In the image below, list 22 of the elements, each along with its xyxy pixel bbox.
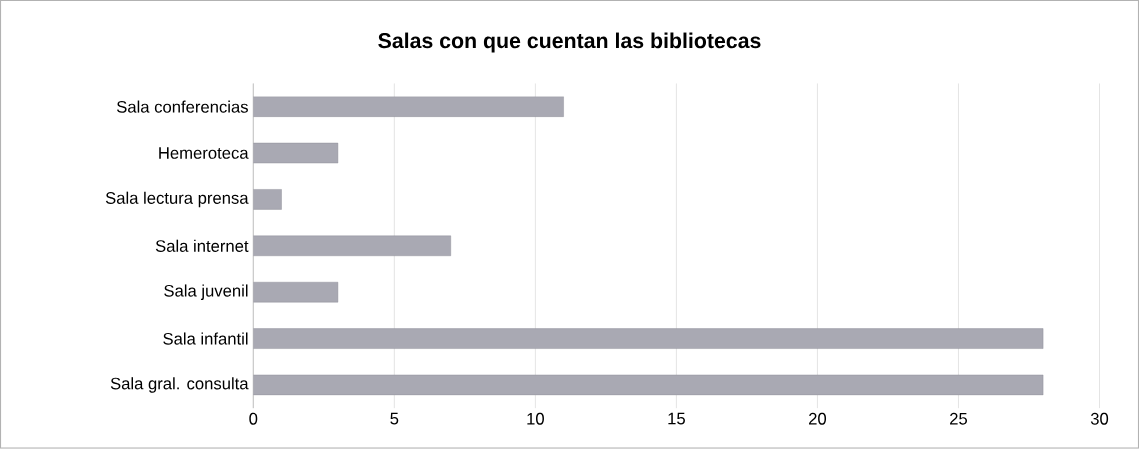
bar (253, 328, 1044, 349)
bar (253, 282, 339, 303)
bar (253, 143, 339, 164)
y-tick-label: Sala internet (155, 239, 249, 253)
x-tick-label: 20 (809, 413, 827, 425)
chart-title: Salas con que cuentan las bibliotecas (378, 32, 761, 53)
bar (253, 235, 451, 257)
bar (253, 374, 1044, 396)
y-tick-label: Sala gral. consulta (110, 377, 249, 393)
bar (253, 189, 282, 210)
y-tick-label: Sala lectura prensa (105, 191, 249, 208)
x-tick-label: 5 (390, 413, 399, 425)
y-tick-label: Hemeroteca (159, 147, 249, 160)
bar (253, 96, 564, 118)
x-tick-label: 10 (527, 413, 544, 425)
x-tick-label: 0 (249, 413, 258, 425)
y-tick-label: Sala juvenil (164, 284, 248, 301)
x-tick-label: 15 (668, 413, 685, 425)
y-tick-label: Sala infantil (163, 332, 248, 345)
x-tick-label: 30 (1090, 413, 1109, 425)
y-tick-label: Sala conferencias (116, 100, 248, 113)
x-tick-label: 25 (950, 413, 968, 425)
